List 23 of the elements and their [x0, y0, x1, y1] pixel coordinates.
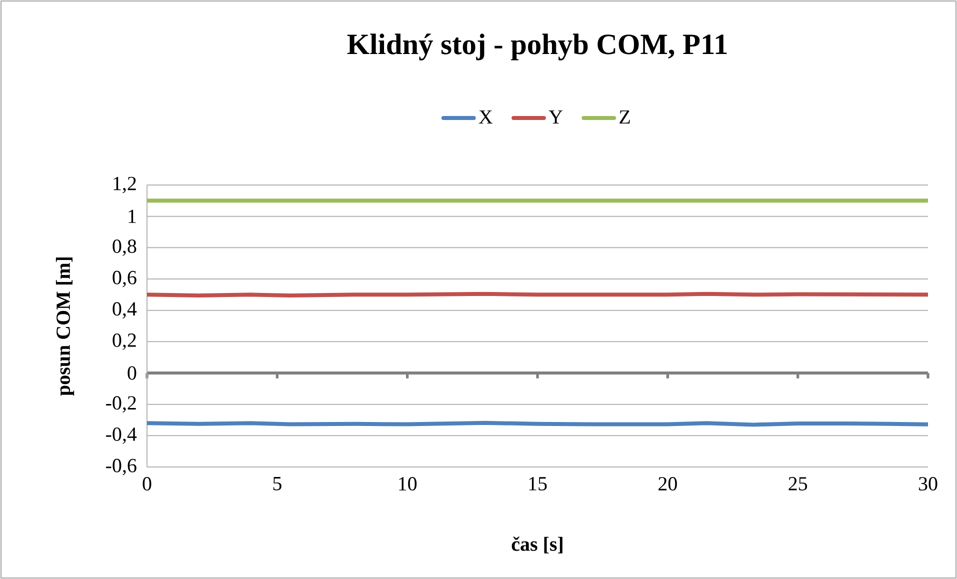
legend-label: Z	[620, 110, 630, 124]
x-tick-label: 5	[273, 477, 282, 490]
y-tick-label: 0,4	[112, 302, 137, 319]
y-axis-title: posun COM [m]	[56, 258, 74, 396]
y-tick-label: 0,8	[112, 239, 136, 256]
x-tick-label: 30	[918, 477, 938, 491]
x-tick-label: 15	[529, 477, 547, 490]
x-tick-label: 20	[658, 477, 677, 491]
x-axis-title: čas [s]	[512, 536, 562, 554]
y-tick-label: -0,2	[106, 396, 136, 413]
legend-label: Y	[548, 110, 562, 124]
y-tick-label: 1,2	[114, 176, 136, 194]
legend-label: X	[478, 110, 493, 124]
y-tick-label: -0,4	[106, 427, 137, 444]
y-tick-label: -0,6	[106, 458, 136, 476]
y-tick-label: 0,2	[112, 333, 136, 350]
x-tick-label: 25	[788, 477, 808, 490]
chart-title: Klidný stoj - pohyb COM, P11	[347, 34, 727, 60]
x-tick-label: 10	[399, 477, 417, 491]
y-tick-label: 0	[128, 366, 136, 380]
y-tick-label: 0,6	[112, 270, 136, 288]
y-tick-label: 1	[128, 210, 136, 223]
x-tick-label: 0	[142, 477, 152, 491]
